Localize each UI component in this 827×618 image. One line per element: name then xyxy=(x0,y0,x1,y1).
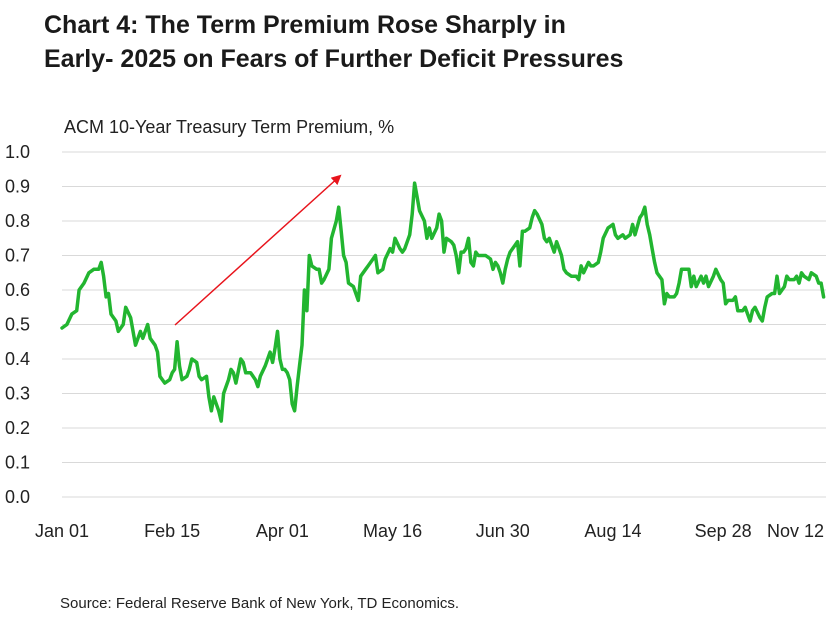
y-tick-label: 1.0 xyxy=(5,142,30,162)
y-tick-label: 0.4 xyxy=(5,349,30,369)
x-axis-ticks: Jan 01 Feb 15 Apr 01 May 16 Jun 30 Aug 14 Sep … xyxy=(35,521,824,541)
chart-title-line-2: Early- 2025 on Fears of Further Deficit … xyxy=(44,45,624,73)
series-line xyxy=(60,181,826,423)
y-tick-label: 0.0 xyxy=(5,487,30,507)
x-tick-label: Sep 28 xyxy=(695,521,752,541)
x-tick-label: Apr 01 xyxy=(256,521,309,541)
series-layer xyxy=(60,181,826,423)
y-tick-label: 0.5 xyxy=(5,315,30,335)
line-chart: ACM 10-Year Treasury Term Premium, % 1.0… xyxy=(5,117,826,541)
y-tick-label: 0.1 xyxy=(5,453,30,473)
y-tick-label: 0.7 xyxy=(5,246,30,266)
x-tick-label: Nov 12 xyxy=(767,521,824,541)
y-axis-label: ACM 10-Year Treasury Term Premium, % xyxy=(64,117,394,137)
y-axis-ticks: 1.0 0.9 0.8 0.7 0.6 0.5 0.4 0.3 0.2 0.1 0.0 xyxy=(5,142,30,507)
x-tick-label: Feb 15 xyxy=(144,521,200,541)
y-tick-label: 0.9 xyxy=(5,177,30,197)
y-tick-label: 0.8 xyxy=(5,211,30,231)
trend-arrow xyxy=(174,174,342,326)
x-tick-label: Jun 30 xyxy=(476,521,530,541)
x-tick-label: Aug 14 xyxy=(584,521,641,541)
chart-title: Chart 4: The Term Premium Rose Sharply i… xyxy=(44,8,814,76)
y-tick-label: 0.2 xyxy=(5,418,30,438)
source-note: Source: Federal Reserve Bank of New York… xyxy=(60,595,460,612)
y-tick-label: 0.3 xyxy=(5,384,30,404)
x-tick-label: Jan 01 xyxy=(35,521,89,541)
chart-title-line-1: Chart 4: The Term Premium Rose Sharply i… xyxy=(44,11,566,39)
y-tick-label: 0.6 xyxy=(5,280,30,300)
x-tick-label: May 16 xyxy=(363,521,422,541)
gridlines xyxy=(62,151,826,498)
